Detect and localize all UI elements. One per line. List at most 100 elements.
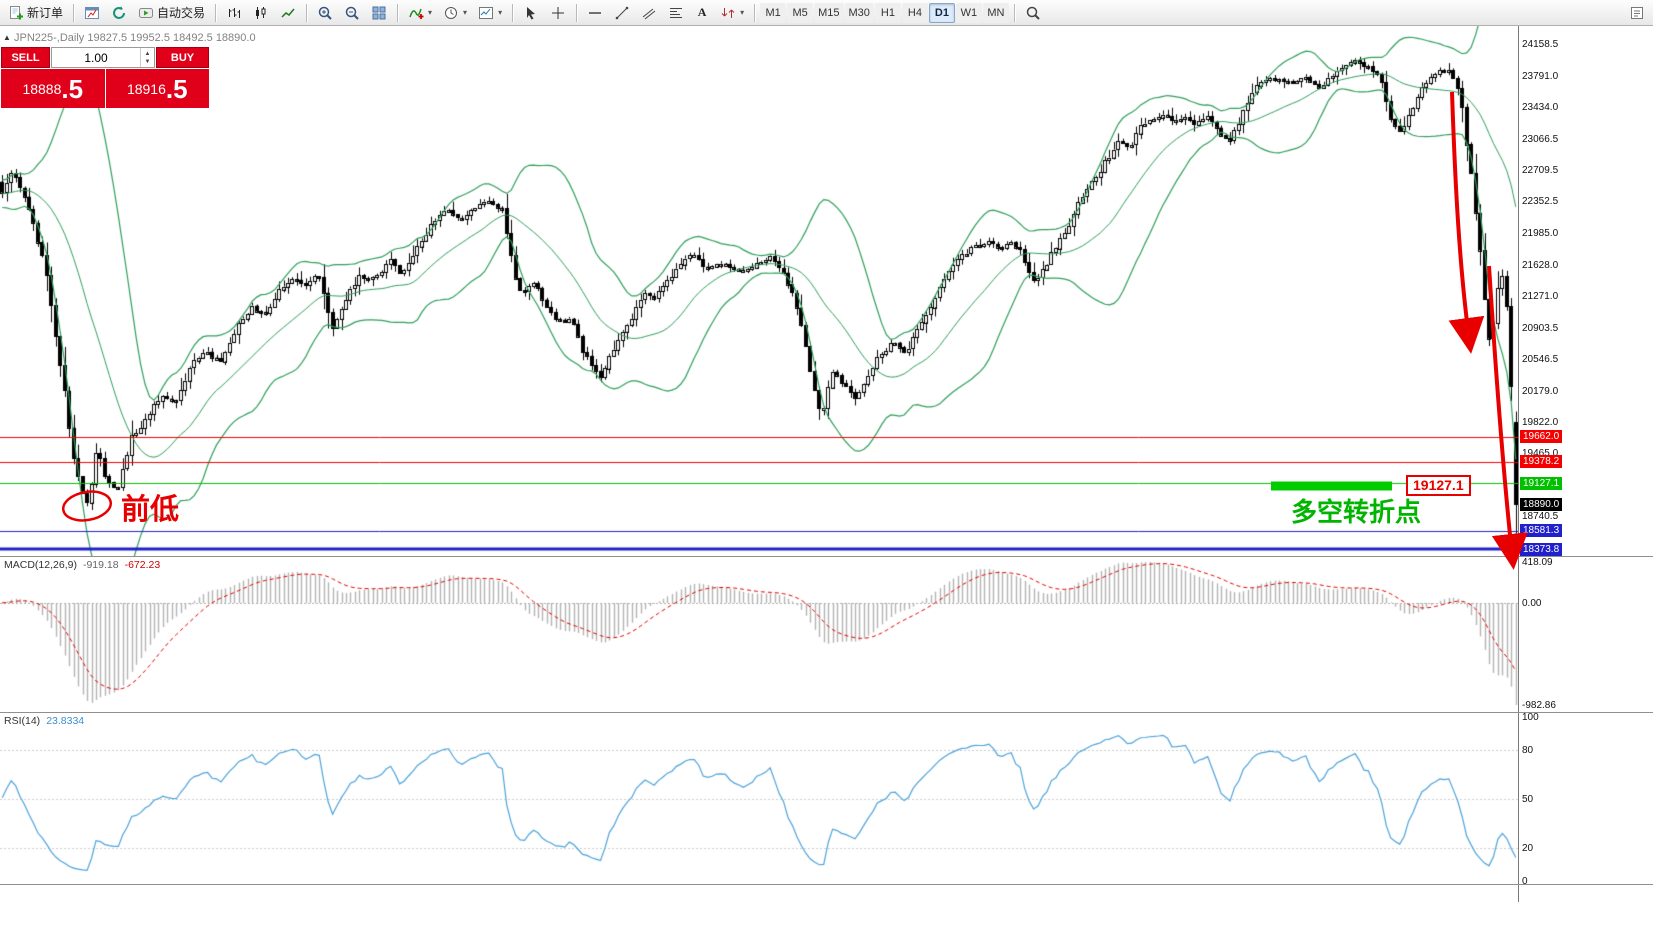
periods-icon (445, 6, 458, 19)
search-button[interactable] (1020, 2, 1046, 24)
time-axis[interactable]: 8 Nov 201817 Dec 20184 Jan 201923 Jan 20… (0, 884, 1653, 904)
cursor-button[interactable] (518, 2, 544, 24)
templates-button[interactable]: ▾ (473, 2, 507, 24)
price-axis-divider (1518, 26, 1519, 902)
zoom-out-icon (345, 6, 359, 20)
prev-low-annotation[interactable]: 前低 (121, 494, 180, 526)
crosshair-icon (552, 6, 565, 19)
timeframe-button-h1[interactable]: H1 (874, 2, 901, 23)
timeframe-button-m15[interactable]: M15 (814, 2, 844, 23)
zoom-in-button[interactable] (312, 2, 338, 24)
indicators-button[interactable]: ▾ (403, 2, 437, 24)
tile-windows-button[interactable] (366, 2, 392, 24)
market-watch-icon (113, 5, 126, 19)
crosshair-button[interactable] (545, 2, 571, 24)
auto-trading-button[interactable]: 自动交易 (133, 2, 210, 24)
fibonacci-button[interactable] (663, 2, 689, 24)
auto-trading-label: 自动交易 (157, 6, 206, 20)
toolbar-separator (754, 3, 756, 22)
timeframe-button-m30[interactable]: M30 (844, 2, 874, 23)
panel-divider (0, 884, 1653, 885)
timeframe-button-m5[interactable]: M5 (787, 2, 814, 23)
chart-title: JPN225-,Daily 19827.5 19952.5 18492.5 18… (14, 32, 256, 44)
text-button[interactable]: A (690, 2, 714, 24)
macd-value: -919.18 (82, 559, 119, 571)
new-order-button[interactable]: 新订单 (3, 2, 68, 24)
toolbar-separator (397, 3, 399, 22)
arrows-button[interactable]: ▾ (715, 2, 749, 24)
chevron-down-icon: ▾ (463, 8, 468, 17)
price-chart-canvas[interactable] (0, 26, 1518, 556)
toolbar-separator (512, 3, 514, 22)
one-click-collapse-icon[interactable]: ▲ (3, 33, 11, 42)
indicators-icon (409, 8, 424, 19)
timeframe-button-w1[interactable]: W1 (955, 2, 982, 23)
rsi-canvas[interactable] (0, 712, 1518, 884)
buy-button[interactable]: BUY (156, 47, 209, 68)
new-chart-button[interactable] (79, 2, 105, 24)
rsi-value: 23.8334 (46, 715, 85, 727)
panel-divider[interactable] (0, 556, 1653, 557)
volume-value[interactable]: 1.00 (84, 50, 108, 65)
volume-down-icon[interactable]: ▼ (144, 58, 151, 65)
overflow-button[interactable] (1624, 2, 1650, 24)
trendline-icon (615, 6, 629, 19)
overflow-icon (1631, 6, 1643, 19)
macd-panel: MACD(12,26,9) -919.18 -672.23 (0, 556, 1653, 712)
auto-trading-icon (139, 7, 154, 18)
chevron-down-icon: ▾ (428, 8, 433, 17)
buy-price-pips: .5 (165, 73, 188, 104)
bar-chart-button[interactable] (221, 2, 247, 24)
sell-price-pips: .5 (61, 73, 84, 104)
macd-label: MACD(12,26,9) -919.18 -672.23 (4, 559, 160, 571)
timeframe-button-mn[interactable]: MN (982, 2, 1009, 23)
horizontal-line-button[interactable] (582, 2, 608, 24)
zoom-out-button[interactable] (339, 2, 365, 24)
rsi-label: RSI(14) 23.8334 (4, 715, 84, 727)
tile-windows-icon (372, 6, 386, 19)
chevron-down-icon: ▾ (740, 8, 745, 17)
macd-canvas[interactable] (0, 556, 1518, 712)
market-watch-button[interactable] (106, 2, 132, 24)
periods-button[interactable]: ▾ (438, 2, 472, 24)
timeframe-button-d1[interactable]: D1 (928, 2, 955, 23)
rsi-panel: RSI(14) 23.8334 (0, 712, 1653, 884)
volume-up-icon[interactable]: ▲ (144, 50, 151, 57)
one-click-trading-panel: SELL 1.00 ▲ ▼ BUY 18888.5 18916.5 (1, 47, 209, 108)
new-order-label: 新订单 (27, 6, 64, 20)
toolbar: 新订单 自动交易 (0, 0, 1653, 26)
candlestick-chart-button[interactable] (248, 2, 274, 24)
line-chart-icon (281, 8, 295, 18)
candlestick-chart-icon (256, 6, 266, 19)
timeframe-button-h4[interactable]: H4 (901, 2, 928, 23)
toolbar-separator (73, 3, 75, 22)
chevron-down-icon: ▾ (498, 8, 503, 17)
toolbar-separator (306, 3, 308, 22)
toolbar-separator (1013, 3, 1015, 22)
turning-point-annotation[interactable]: 多空转折点 (1291, 497, 1422, 527)
new-chart-icon (85, 6, 100, 19)
templates-icon (479, 6, 494, 19)
channel-button[interactable] (636, 2, 662, 24)
volume-arrows[interactable]: ▲ ▼ (140, 48, 154, 67)
channel-icon (642, 8, 656, 19)
panel-divider[interactable] (0, 712, 1653, 713)
volume-stepper[interactable]: 1.00 ▲ ▼ (51, 47, 155, 68)
buy-price-main: 18916 (126, 80, 166, 97)
sell-price-main: 18888 (22, 80, 62, 97)
search-icon (1026, 6, 1040, 20)
line-chart-button[interactable] (275, 2, 301, 24)
buy-price-button[interactable]: 18916.5 (105, 69, 209, 108)
toolbar-separator (576, 3, 578, 22)
fibonacci-icon (670, 7, 683, 18)
timeframe-toolbar: M1 M5 M15 M30 H1 H4 D1 W1 MN (760, 2, 1009, 23)
sell-price-button[interactable]: 18888.5 (1, 69, 105, 108)
trendline-button[interactable] (609, 2, 635, 24)
zoom-in-icon (318, 6, 332, 20)
sell-button[interactable]: SELL (1, 47, 50, 68)
timeframe-button-m1[interactable]: M1 (760, 2, 787, 23)
price-tag-annotation[interactable]: 19127.1 (1406, 475, 1471, 496)
macd-signal-value: -672.23 (124, 559, 161, 571)
text-icon: A (697, 5, 707, 19)
